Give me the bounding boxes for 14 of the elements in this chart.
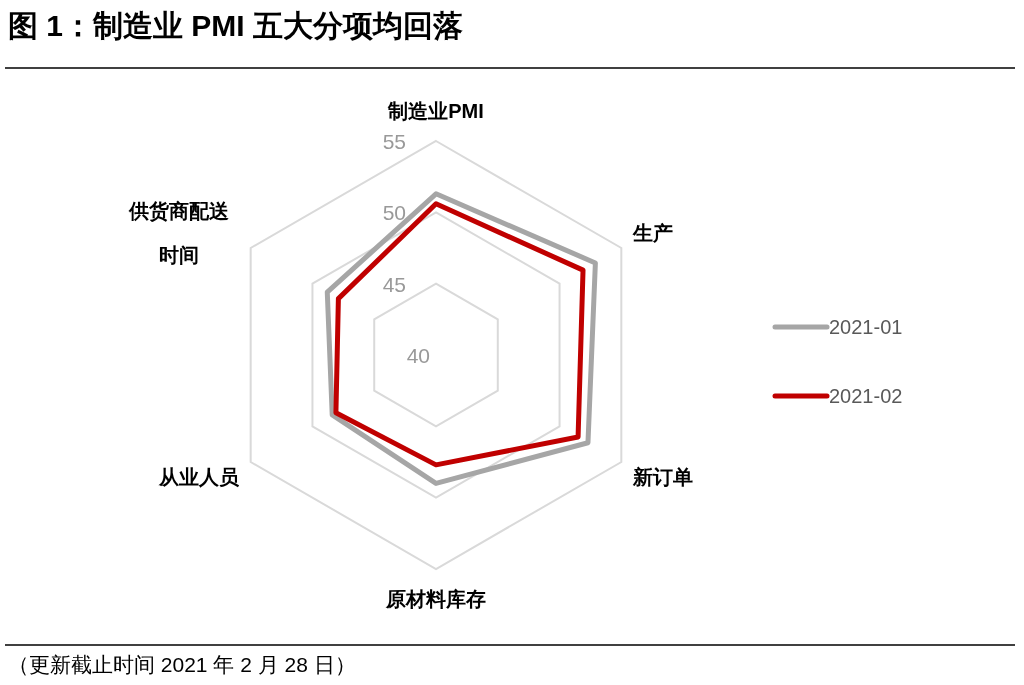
spoke-label: 从业人员 — [158, 466, 241, 488]
spoke-label: 新订单 — [631, 466, 693, 488]
spoke-label: 供货商配送时间 — [128, 200, 230, 266]
spoke-label: 原材料库存 — [385, 588, 486, 610]
spoke-label: 制造业PMI — [387, 100, 484, 122]
title: 图 1：制造业 PMI 五大分项均回落 — [8, 9, 464, 42]
legend-label: 2021-02 — [829, 385, 903, 407]
y-tick-label: 50 — [382, 201, 406, 225]
y-tick-label: 45 — [382, 272, 406, 296]
y-tick-label: 55 — [382, 130, 406, 153]
legend-label: 2021-01 — [829, 316, 903, 338]
text: （更新截止时间 2021 年 2 月 28 日） — [8, 653, 356, 676]
spoke-label: 生产 — [631, 222, 673, 244]
y-tick-label: 40 — [406, 344, 430, 367]
